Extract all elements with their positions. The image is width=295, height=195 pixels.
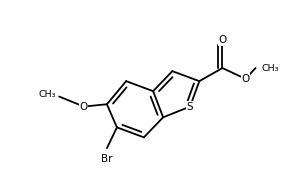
Text: O: O xyxy=(241,74,250,84)
Text: Br: Br xyxy=(101,154,113,164)
Text: S: S xyxy=(187,102,194,112)
Text: CH₃: CH₃ xyxy=(262,64,279,73)
Text: CH₃: CH₃ xyxy=(39,90,56,99)
Text: O: O xyxy=(80,102,88,112)
Text: O: O xyxy=(218,35,227,45)
